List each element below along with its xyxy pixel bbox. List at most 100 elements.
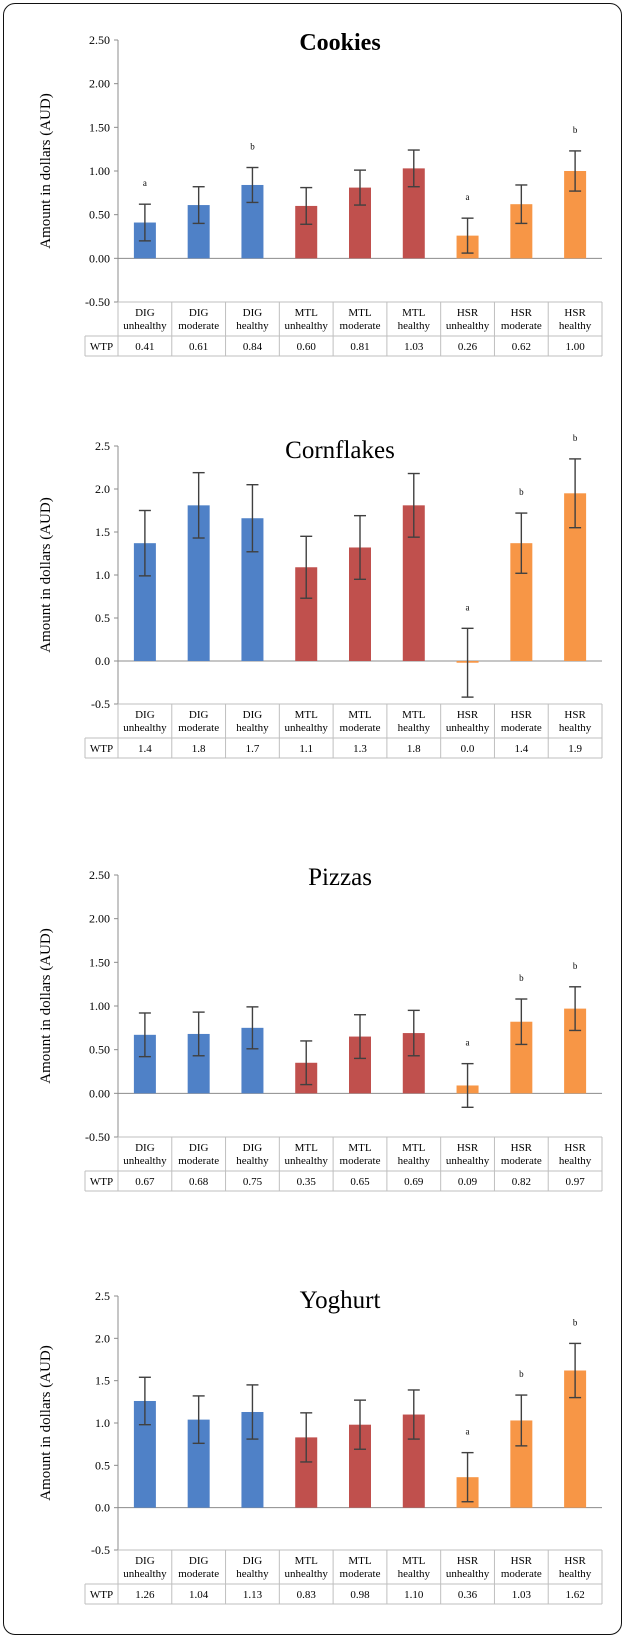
x-tick-label: HSR xyxy=(457,709,479,721)
x-tick-label: HSR xyxy=(511,1555,533,1567)
wtp-value: 0.82 xyxy=(512,1176,531,1188)
wtp-value: 1.3 xyxy=(353,743,367,755)
wtp-value: 0.67 xyxy=(135,1176,155,1188)
bar-hsr-healthy xyxy=(564,493,587,661)
wtp-value: 1.4 xyxy=(138,743,152,755)
x-tick-label: healthy xyxy=(559,1155,592,1167)
bar-mtl-unhealthy xyxy=(295,567,318,661)
bar-dig-moderate xyxy=(187,205,210,259)
bar-dig-moderate xyxy=(187,505,210,661)
wtp-value: 0.81 xyxy=(350,341,369,353)
x-tick-label: healthy xyxy=(236,320,269,332)
x-tick-label: DIG xyxy=(243,1555,263,1567)
bar-dig-healthy xyxy=(241,184,264,259)
y-axis-label: Amount in dollars (AUD) xyxy=(38,93,54,248)
y-tick-label: 0.0 xyxy=(95,1501,110,1515)
significance-label: a xyxy=(466,1427,470,1437)
bar-dig-healthy xyxy=(241,1027,264,1094)
y-tick-label: 0.5 xyxy=(95,1458,110,1472)
y-tick-label: -0.5 xyxy=(91,697,110,711)
y-tick-label: 1.0 xyxy=(95,1416,110,1430)
chart-panel-pizzas: Pizzas Amount in dollars (AUD) -0.50 0.00 0.… xyxy=(38,864,603,1192)
wtp-value: 0.60 xyxy=(297,341,317,353)
y-tick-label: 2.0 xyxy=(95,482,110,496)
significance-label: b xyxy=(573,125,578,135)
wtp-value: 1.1 xyxy=(299,743,313,755)
x-tick-label: DIG xyxy=(135,1142,155,1154)
bar-hsr-moderate xyxy=(510,1420,533,1508)
y-tick-label: 2.00 xyxy=(89,912,110,926)
wtp-value: 1.8 xyxy=(407,743,421,755)
y-tick-label: 1.0 xyxy=(95,568,110,582)
y-tick-label: -0.50 xyxy=(85,1130,110,1144)
wtp-value: 0.65 xyxy=(350,1176,370,1188)
wtp-row-label: WTP xyxy=(90,1176,113,1188)
figure-frame xyxy=(3,3,622,1635)
y-tick-label: 2.50 xyxy=(89,33,110,47)
y-tick-label: 1.50 xyxy=(89,955,110,969)
x-tick-label: healthy xyxy=(559,320,592,332)
significance-label: b xyxy=(573,961,578,971)
x-tick-label: unhealthy xyxy=(285,1155,329,1167)
x-tick-label: moderate xyxy=(340,722,381,734)
chart-title: Cookies xyxy=(299,30,380,56)
chart-panel-cookies: Cookies Amount in dollars (AUD) -0.50 0.00 0… xyxy=(38,30,603,357)
bar-mtl-healthy xyxy=(402,1033,425,1094)
wtp-value: 0.0 xyxy=(461,743,475,755)
y-tick-label: 2.5 xyxy=(95,1289,110,1303)
x-tick-label: HSR xyxy=(457,1555,479,1567)
wtp-value: 1.8 xyxy=(192,743,206,755)
x-tick-label: DIG xyxy=(243,1142,263,1154)
x-tick-label: healthy xyxy=(236,1155,269,1167)
wtp-value: 1.04 xyxy=(189,1589,209,1601)
x-tick-label: MTL xyxy=(295,307,319,319)
x-tick-label: MTL xyxy=(295,1142,319,1154)
x-tick-label: moderate xyxy=(178,722,219,734)
x-tick-label: unhealthy xyxy=(285,1568,329,1580)
x-tick-label: moderate xyxy=(340,1155,381,1167)
x-tick-label: moderate xyxy=(340,1568,381,1580)
bar-mtl-unhealthy xyxy=(295,1437,318,1508)
y-tick-label: 2.50 xyxy=(89,868,110,882)
y-tick-label: 0.00 xyxy=(89,251,110,265)
x-tick-label: moderate xyxy=(178,320,219,332)
y-axis-label: Amount in dollars (AUD) xyxy=(38,1345,54,1500)
y-axis-label: Amount in dollars (AUD) xyxy=(38,497,54,652)
bar-mtl-healthy xyxy=(402,505,425,661)
x-tick-label: MTL xyxy=(295,709,319,721)
bar-dig-unhealthy xyxy=(133,1400,156,1508)
x-tick-label: DIG xyxy=(189,307,209,319)
wtp-value: 1.00 xyxy=(565,341,585,353)
significance-label: b xyxy=(573,1317,578,1327)
x-tick-label: MTL xyxy=(402,1142,426,1154)
x-tick-label: healthy xyxy=(236,722,269,734)
wtp-value: 0.83 xyxy=(297,1589,317,1601)
x-tick-label: MTL xyxy=(348,1142,372,1154)
bar-dig-unhealthy xyxy=(133,1034,156,1094)
significance-label: a xyxy=(466,1038,470,1048)
wtp-value: 1.62 xyxy=(565,1589,584,1601)
x-tick-label: MTL xyxy=(348,1555,372,1567)
significance-label: b xyxy=(519,487,524,497)
wtp-value: 1.4 xyxy=(514,743,528,755)
chart-panel-cornflakes: Cornflakes Amount in dollars (AUD) -0.5 0.0… xyxy=(38,433,603,759)
y-tick-label: 1.00 xyxy=(89,999,110,1013)
x-tick-label: HSR xyxy=(564,709,586,721)
wtp-row-label: WTP xyxy=(90,743,113,755)
y-tick-label: 2.00 xyxy=(89,77,110,91)
x-tick-label: HSR xyxy=(564,307,586,319)
significance-label: b xyxy=(250,142,255,152)
y-tick-label: 1.5 xyxy=(95,525,110,539)
significance-label: b xyxy=(519,973,524,983)
x-tick-label: unhealthy xyxy=(123,320,167,332)
x-tick-label: unhealthy xyxy=(285,722,329,734)
significance-label: a xyxy=(466,602,470,612)
bar-mtl-moderate xyxy=(349,1036,371,1094)
x-tick-label: unhealthy xyxy=(123,1155,167,1167)
x-tick-label: unhealthy xyxy=(123,722,167,734)
wtp-value: 1.03 xyxy=(512,1589,532,1601)
x-tick-label: DIG xyxy=(189,1142,209,1154)
x-tick-label: healthy xyxy=(398,722,431,734)
x-tick-label: healthy xyxy=(398,1155,431,1167)
x-tick-label: HSR xyxy=(564,1142,586,1154)
